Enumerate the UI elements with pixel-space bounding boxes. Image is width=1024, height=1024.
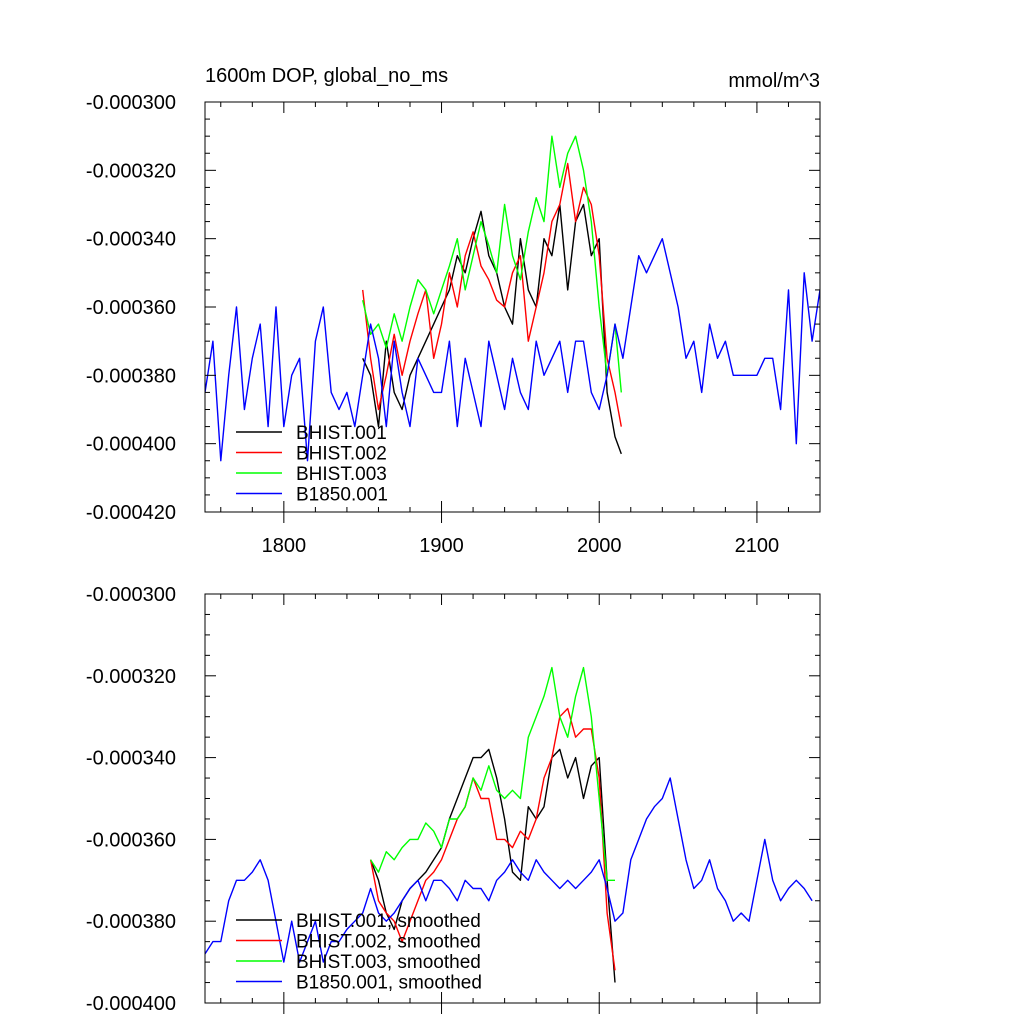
chart-title: 1600m DOP, global_no_ms xyxy=(205,65,448,87)
legend-label: B1850.001, smoothed xyxy=(296,973,482,994)
series-group xyxy=(205,135,820,462)
legend-label: BHIST.003 xyxy=(296,464,387,485)
x-tick-label: 1900 xyxy=(419,535,464,557)
legend-label: BHIST.003, smoothed xyxy=(296,952,481,973)
series-line-1 xyxy=(362,203,622,455)
legend-label: B1850.001 xyxy=(296,485,388,506)
y-tick-label: -0.000300 xyxy=(86,92,176,114)
legend-label: BHIST.002, smoothed xyxy=(296,932,481,953)
series-group xyxy=(205,666,813,983)
legend-label: BHIST.002 xyxy=(296,444,387,465)
x-tick-label: 2100 xyxy=(735,535,780,557)
chart-units: mmol/m^3 xyxy=(728,70,820,92)
bottom-chart-panel: -0.000300 -0.000320 -0.000340 -0.000360 -0.0… xyxy=(86,584,821,1015)
y-tick-label: -0.000300 xyxy=(86,584,176,606)
legend-label: BHIST.001 xyxy=(296,423,387,444)
y-tick-label: -0.000320 xyxy=(86,666,176,688)
x-tick-label: 2000 xyxy=(577,535,622,557)
y-tick-label: -0.000360 xyxy=(86,297,176,319)
x-tick-label: 1800 xyxy=(262,535,307,557)
y-tick-label: -0.000320 xyxy=(86,160,176,182)
series-line-4 xyxy=(205,237,820,462)
y-tick-label: -0.000380 xyxy=(86,365,176,387)
series-line-4 xyxy=(205,777,813,963)
y-tick-label: -0.000420 xyxy=(86,502,176,524)
legend-label: BHIST.001, smoothed xyxy=(296,911,481,932)
series-line-3 xyxy=(370,666,615,881)
y-tick-label: -0.000360 xyxy=(86,829,176,851)
y-tick-label: -0.000380 xyxy=(86,911,176,933)
series-line-2 xyxy=(362,162,622,427)
y-tick-label: -0.000340 xyxy=(86,748,176,770)
y-tick-label: -0.000400 xyxy=(86,993,176,1015)
y-tick-label: -0.000400 xyxy=(86,434,176,456)
top-chart-panel: -0.000300 -0.000320 -0.000340 -0.000360 -0.0… xyxy=(86,92,821,557)
series-line-2 xyxy=(369,707,616,971)
series-line-3 xyxy=(362,135,622,393)
y-tick-label: -0.000340 xyxy=(86,229,176,251)
